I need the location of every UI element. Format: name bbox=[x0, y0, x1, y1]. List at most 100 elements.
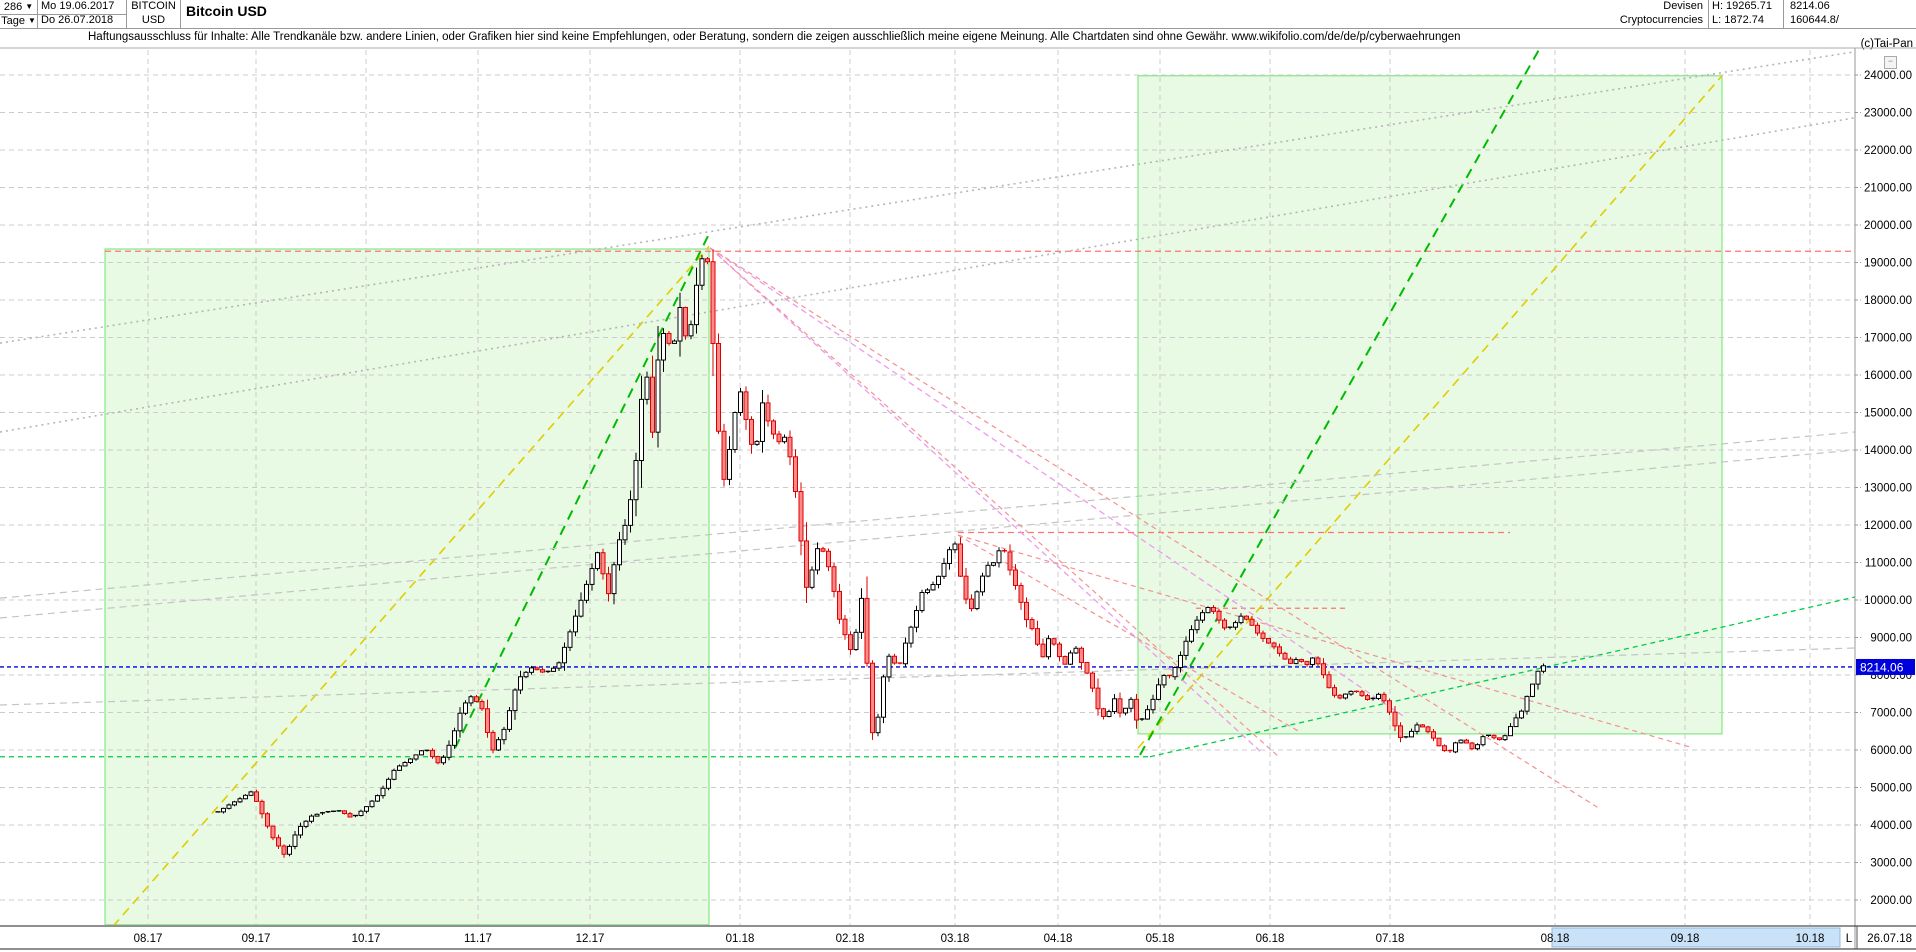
candle-up bbox=[562, 646, 567, 664]
month-label: 04.18 bbox=[1044, 933, 1073, 945]
price-tick-label: 5000.00 bbox=[1870, 783, 1912, 795]
candle-down bbox=[265, 813, 270, 827]
date-to[interactable]: Do 26.07.2018 bbox=[41, 14, 114, 26]
candle-up bbox=[947, 549, 952, 564]
volume-value: 160644.8/ bbox=[1790, 14, 1839, 26]
candle-down bbox=[771, 420, 776, 435]
bars-count-dropdown[interactable]: 286 ▼ bbox=[0, 0, 37, 14]
candle-up bbox=[386, 778, 391, 789]
candle-up bbox=[375, 795, 380, 802]
pink-fan-b bbox=[709, 247, 1261, 752]
candle-up bbox=[441, 756, 446, 764]
candle-down bbox=[1117, 698, 1123, 714]
copyright-label: (c)Tai-Pan bbox=[1860, 38, 1913, 50]
month-label: 10.17 bbox=[352, 933, 381, 945]
candle-up bbox=[1348, 690, 1354, 695]
gray-dotted-upper bbox=[0, 50, 1855, 344]
candle-up bbox=[688, 324, 694, 337]
candle-down bbox=[430, 749, 435, 758]
month-label: 08.18 bbox=[1541, 933, 1570, 945]
candle-down bbox=[1392, 711, 1398, 727]
candle-up bbox=[413, 754, 419, 760]
candle-up bbox=[556, 662, 562, 669]
candle-up bbox=[853, 631, 859, 651]
candle-down bbox=[848, 634, 853, 651]
month-label: 09.18 bbox=[1671, 933, 1700, 945]
chevron-down-icon[interactable]: ▼ bbox=[25, 2, 34, 11]
candle-down bbox=[1079, 647, 1084, 663]
candle-up bbox=[446, 744, 452, 758]
price-tick-label: 3000.00 bbox=[1870, 858, 1912, 870]
month-label: 07.18 bbox=[1376, 933, 1405, 945]
yellow-trend-1 bbox=[113, 245, 710, 925]
candle-down bbox=[1326, 674, 1332, 689]
price-tick-label: 12000.00 bbox=[1864, 520, 1912, 532]
candle-up bbox=[237, 798, 243, 803]
candle-down bbox=[776, 433, 782, 443]
chevron-down-icon[interactable]: ▼ bbox=[28, 16, 36, 25]
candle-up bbox=[1414, 724, 1420, 732]
candle-down bbox=[831, 566, 837, 592]
price-tick-label: 7000.00 bbox=[1870, 708, 1912, 720]
candle-up bbox=[391, 769, 397, 780]
candle-up bbox=[567, 631, 573, 648]
symbol-cell: BITCOIN USD bbox=[127, 0, 180, 28]
collapse-icon[interactable]: − bbox=[1884, 56, 1897, 69]
candle-down bbox=[479, 701, 485, 710]
divider bbox=[126, 0, 127, 28]
candle-down bbox=[666, 332, 672, 344]
candle-up bbox=[496, 739, 501, 751]
candle-down bbox=[485, 708, 490, 733]
candle-down bbox=[1040, 643, 1046, 658]
month-label: 12.17 bbox=[576, 933, 605, 945]
price-tick-label: 4000.00 bbox=[1870, 820, 1912, 832]
candle-down bbox=[743, 391, 749, 420]
candle-down bbox=[435, 756, 441, 764]
candle-up bbox=[611, 564, 617, 595]
candle-down bbox=[1491, 734, 1497, 739]
candle-down bbox=[1277, 646, 1282, 654]
candle-down bbox=[787, 436, 793, 458]
candle-down bbox=[347, 813, 353, 818]
price-tick-label: 15000.00 bbox=[1864, 408, 1912, 420]
salmon-fan-c bbox=[957, 534, 1691, 748]
candle-down bbox=[1282, 652, 1288, 660]
candle-up bbox=[672, 340, 677, 344]
candle-down bbox=[342, 810, 347, 815]
month-label: 01.18 bbox=[726, 933, 755, 945]
period-dropdown[interactable]: Tage ▼ bbox=[0, 14, 37, 28]
candle-up bbox=[397, 765, 402, 771]
candle-down bbox=[1387, 700, 1392, 713]
candle-down bbox=[1260, 632, 1266, 639]
candle-up bbox=[903, 642, 908, 665]
candle-down bbox=[474, 696, 479, 703]
candle-down bbox=[1035, 628, 1040, 645]
candle-up bbox=[1123, 707, 1128, 714]
candle-down bbox=[281, 845, 287, 855]
candle-up bbox=[760, 402, 765, 442]
candle-down bbox=[1216, 610, 1222, 621]
candle-up bbox=[633, 460, 639, 501]
candle-up bbox=[1524, 695, 1530, 712]
candle-up bbox=[699, 258, 705, 286]
candle-up bbox=[908, 626, 914, 644]
date-from[interactable]: Mo 19.06.2017 bbox=[41, 0, 115, 12]
candle-up bbox=[677, 307, 683, 342]
candle-down bbox=[606, 573, 611, 595]
candle-up bbox=[578, 599, 584, 617]
candle-up bbox=[1508, 726, 1513, 737]
candle-down bbox=[864, 597, 870, 664]
candle-up bbox=[941, 562, 947, 577]
candle-down bbox=[1249, 618, 1255, 626]
candle-up bbox=[589, 568, 595, 585]
candle-down bbox=[820, 548, 826, 552]
price-tick-label: 9000.00 bbox=[1870, 633, 1912, 645]
candle-up bbox=[1541, 665, 1546, 672]
price-tick-label: 2000.00 bbox=[1870, 895, 1912, 907]
candle-up bbox=[551, 667, 556, 672]
candle-up bbox=[782, 436, 787, 443]
candle-down bbox=[963, 575, 969, 600]
candle-up bbox=[523, 671, 529, 678]
